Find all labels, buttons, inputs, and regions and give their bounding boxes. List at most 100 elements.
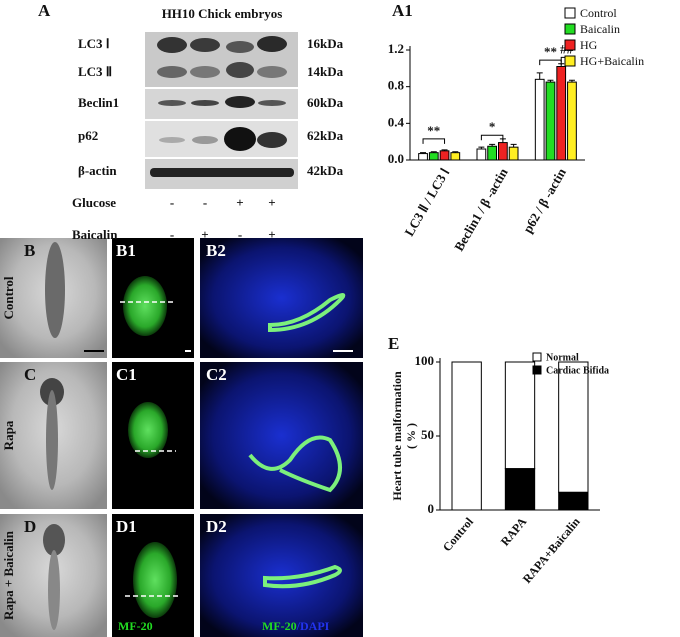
blot-row-label: p62 [78, 128, 98, 143]
treatment-sign: - [203, 195, 207, 210]
bar [487, 145, 497, 161]
treatment-label: Baicalin [72, 227, 118, 242]
significance-bracket [539, 59, 562, 66]
treatment-sign: - [238, 227, 242, 242]
bar-segment [504, 361, 536, 470]
legend-label: Normal [546, 352, 579, 363]
panel-label: D2 [206, 517, 227, 536]
bar-segment [451, 361, 482, 511]
blot-size-label: 16kDa [307, 36, 344, 51]
bar [439, 150, 450, 161]
bar [534, 78, 545, 161]
y-tick-label: 0 [428, 501, 435, 516]
blot-row-label: β-actin [78, 163, 117, 178]
panel-label: C1 [116, 365, 137, 384]
blot-size-label: 14kDa [307, 64, 344, 79]
treatment-sign: + [268, 227, 275, 242]
bar [508, 146, 519, 161]
x-tick-label: RAPA+Baicalin [520, 514, 583, 586]
panel-label: B1 [116, 241, 136, 260]
panel-label: B2 [206, 241, 226, 260]
legend-label: HG [580, 38, 598, 52]
error-bar [441, 149, 448, 151]
error-bar [430, 151, 437, 153]
x-tick-label: LC3 Ⅱ / LC3 Ⅰ [401, 165, 452, 238]
legend-label: HG+Baicalin [580, 54, 644, 68]
error-bar [568, 79, 575, 83]
bar [450, 152, 461, 161]
bar [476, 148, 487, 161]
error-bar [478, 146, 485, 149]
stain-green: MF-20 [262, 619, 297, 633]
y-tick-label: 0.0 [388, 151, 404, 166]
treatment-sign: - [170, 195, 174, 210]
blot-size-label: 62kDa [307, 128, 344, 143]
error-bar [420, 152, 427, 154]
y-tick-label: 0.4 [388, 114, 405, 129]
significance-bracket [480, 134, 504, 141]
panel-label: D1 [116, 517, 137, 536]
x-tick-label: RAPA [498, 514, 530, 548]
panel-label: A1 [392, 1, 413, 20]
bar-segment [558, 361, 589, 493]
y-tick-label: 100 [415, 353, 435, 368]
error-bar [510, 143, 517, 148]
legend-label: Cardiac Bifida [546, 365, 609, 376]
panel-label: D [24, 517, 36, 536]
bar-segment [558, 491, 589, 511]
bar [556, 66, 567, 161]
panel-label: C2 [206, 365, 227, 384]
error-bar [489, 143, 496, 147]
error-bar [536, 72, 543, 80]
condition-label: Rapa + Baicalin [1, 530, 16, 620]
blot-size-label: 42kDa [307, 163, 344, 178]
panel-label: E [388, 334, 399, 353]
significance-label: ** [544, 44, 557, 59]
bar [418, 153, 428, 161]
stain-blue: /DAPI [296, 619, 330, 633]
blot-row-label: LC3 Ⅱ [78, 64, 112, 79]
y-tick-label: 50 [421, 427, 434, 442]
significance-label: * [489, 119, 496, 134]
legend-swatch [564, 7, 576, 19]
y-axis-label: Heart tube malformation [390, 371, 404, 501]
error-bar [452, 151, 459, 153]
micrographs [0, 238, 363, 637]
x-tick-label: p62 / β -actin [520, 165, 569, 236]
blot-row-label: LC3 Ⅰ [78, 36, 110, 51]
legend-swatch [564, 55, 576, 67]
significance-bracket [422, 138, 446, 144]
panel-label: C [24, 365, 36, 384]
panel-label: B [24, 241, 35, 260]
treatment-sign: + [201, 227, 208, 242]
x-tick-label: Beclin1 / β -actin [451, 165, 511, 254]
bar-segment [504, 468, 536, 511]
y-axis-label: ( % ) [404, 423, 418, 449]
legend-label: Baicalin [580, 22, 620, 36]
legend-swatch [564, 39, 576, 51]
bar [567, 81, 577, 161]
bar [545, 81, 556, 161]
blot-title: HH10 Chick embryos [162, 6, 283, 21]
bar [498, 142, 508, 161]
treatment-sign: + [236, 195, 243, 210]
stain-label: MF-20/DAPI [262, 619, 330, 633]
significance-label: ** [427, 123, 440, 138]
treatment-sign: - [170, 227, 174, 242]
legend-swatch [532, 352, 542, 362]
legend-swatch [564, 23, 576, 35]
y-tick-label: 1.2 [388, 41, 404, 56]
error-bar [547, 79, 554, 83]
condition-label: Rapa [1, 420, 16, 450]
blot-image [145, 32, 298, 189]
treatment-label: Glucose [72, 195, 116, 210]
stain-label: MF-20 [118, 619, 153, 633]
treatment-sign: + [268, 195, 275, 210]
legend-label: Control [580, 6, 617, 20]
x-tick-label: Control [440, 514, 477, 554]
bar [428, 152, 439, 161]
condition-label: Control [1, 276, 16, 319]
legend-swatch [532, 365, 542, 375]
panel-label: A [38, 1, 51, 20]
